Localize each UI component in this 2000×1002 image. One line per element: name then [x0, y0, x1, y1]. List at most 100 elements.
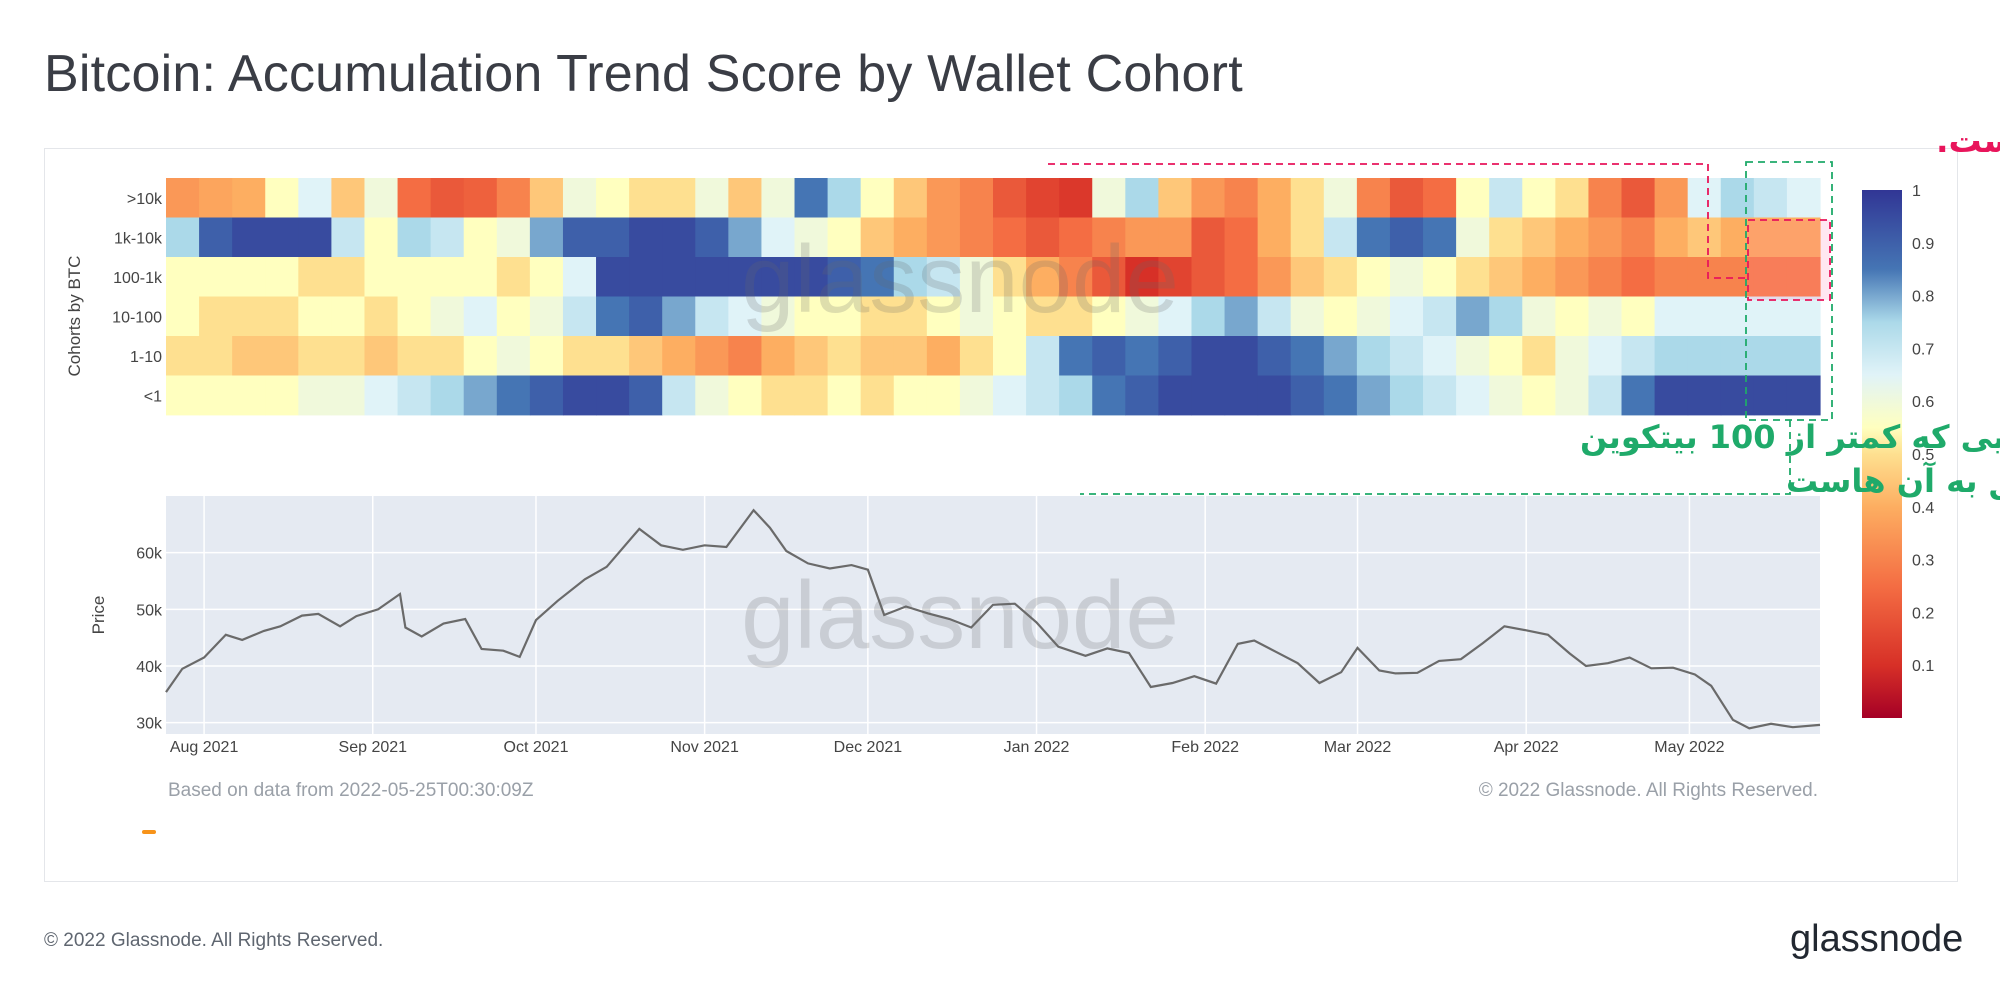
heatmap-cell [1092, 375, 1126, 416]
heatmap-cell [1588, 375, 1623, 416]
heatmap-cell [430, 375, 465, 416]
heatmap-cell [993, 217, 1027, 258]
heatmap-cell [728, 178, 763, 218]
heatmap-cell [629, 217, 663, 258]
heatmap-cell [761, 296, 796, 337]
heatmap-cell [1290, 375, 1325, 416]
heatmap-cell [1720, 296, 1755, 337]
heatmap-cell [166, 217, 200, 258]
heatmap-cell [1158, 178, 1193, 218]
price-y-tick-label: 60k [136, 546, 163, 563]
heatmap-cell [364, 257, 399, 297]
heatmap-cell [1621, 217, 1656, 258]
heatmap-cell [1059, 375, 1093, 416]
heatmap-cell [596, 257, 630, 297]
heatmap-cell [298, 178, 332, 218]
heatmap-cell [959, 375, 994, 416]
heatmap-cell [1191, 257, 1226, 297]
heatmap-cell [1092, 336, 1126, 376]
heatmap-cell [298, 296, 332, 337]
heatmap-cell [364, 217, 399, 258]
heatmap-cell [1059, 217, 1093, 258]
heatmap-cell [496, 257, 531, 297]
heatmap-cell [298, 217, 332, 258]
price-x-tick-label: Feb 2022 [1171, 739, 1239, 756]
heatmap-row-labels: >10k 1k-10k 100-1k 10-100 1-10 <1 [112, 191, 163, 405]
colorbar-tick-label: 0.2 [1912, 605, 1934, 622]
heatmap-row-label: >10k [127, 191, 163, 208]
heatmap-cell [1687, 336, 1722, 376]
price-y-tick-label: 50k [136, 602, 163, 619]
heatmap-cell [993, 257, 1027, 297]
glassnode-logo[interactable]: glassnode [1790, 918, 1964, 960]
heatmap-cell [562, 178, 597, 218]
heatmap-cell [662, 296, 696, 337]
heatmap-cell [331, 296, 366, 337]
heatmap-cell [596, 217, 630, 258]
heatmap-cell [430, 178, 465, 218]
heatmap-cell [1191, 375, 1226, 416]
heatmap-cell [794, 217, 829, 258]
heatmap-cell [1356, 336, 1391, 376]
heatmap-cell [827, 375, 862, 416]
heatmap-cell [199, 217, 233, 258]
heatmap-cell [860, 217, 895, 258]
colorbar-tick-label: 1 [1912, 183, 1921, 200]
heatmap-cell [761, 336, 796, 376]
heatmap-cell [331, 375, 366, 416]
heatmap-watermark: glassnode [741, 226, 1179, 333]
heatmap-cell [364, 375, 399, 416]
heatmap-cell [1026, 178, 1060, 218]
heatmap-cell [1323, 217, 1358, 258]
heatmap-cell [596, 178, 630, 218]
heatmap-cell [1720, 178, 1755, 218]
heatmap-cell [1555, 336, 1590, 376]
heatmap-cell [695, 336, 729, 376]
heatmap-cell [1158, 217, 1193, 258]
heatmap-cell [1224, 375, 1259, 416]
price-x-ticks: Aug 2021 Sep 2021 Oct 2021 Nov 2021 Dec 2021… [170, 739, 1725, 756]
chart-copyright: © 2022 Glassnode. All Rights Reserved. [1479, 780, 1818, 801]
heatmap-cell [1654, 178, 1689, 218]
heatmap-cell [529, 296, 564, 337]
heatmap-cell [199, 296, 233, 337]
heatmap-cell [1224, 178, 1259, 218]
heatmap-cell [1654, 296, 1689, 337]
heatmap-cell [1654, 375, 1689, 416]
colorbar [1862, 190, 1902, 718]
heatmap-row-label: 1k-10k [114, 230, 163, 247]
heatmap-cell [1290, 178, 1325, 218]
heatmap-cell [265, 217, 299, 258]
data-source-note: Based on data from 2022-05-25T00:30:09Z [168, 780, 534, 801]
heatmap-cell [1257, 296, 1292, 337]
heatmap-cell [662, 257, 696, 297]
heatmap-cell [1026, 257, 1060, 297]
heatmap-cell [265, 336, 299, 376]
heatmap-cell [893, 178, 928, 218]
heatmap-cell [794, 178, 829, 218]
heatmap-cell [860, 178, 895, 218]
heatmap-cell [926, 375, 961, 416]
heatmap-cell [1456, 178, 1490, 218]
heatmap-cell [232, 257, 266, 297]
heatmap-cell [1522, 375, 1556, 416]
heatmap-cell [1621, 296, 1656, 337]
heatmap-cell [1257, 257, 1292, 297]
heatmap-cell [430, 217, 465, 258]
heatmap-cell [629, 178, 663, 218]
price-x-tick-label: Nov 2021 [670, 739, 739, 756]
heatmap-cell [1158, 336, 1193, 376]
heatmap-cell [860, 257, 895, 297]
heatmap-cell [1423, 257, 1457, 297]
heatmap-cell [331, 217, 366, 258]
heatmap-cell [166, 296, 200, 337]
heatmap-cell [1323, 375, 1358, 416]
heatmap-cell [1323, 178, 1358, 218]
heatmap-cell [1654, 217, 1689, 258]
heatmap-cell [199, 178, 233, 218]
heatmap-cell [1125, 217, 1159, 258]
heatmap-cell [496, 178, 531, 218]
heatmap-cell [1389, 178, 1424, 218]
heatmap-cell [1224, 217, 1259, 258]
heatmap-cell [1654, 257, 1689, 297]
